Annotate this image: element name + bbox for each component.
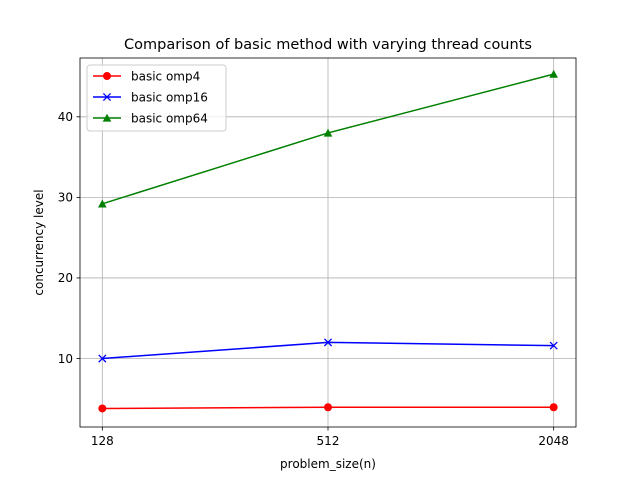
x-tick-label: 512 (317, 434, 340, 448)
legend-item: basic omp16 (93, 90, 208, 104)
data-point (98, 404, 107, 413)
y-tick-label: 10 (58, 352, 73, 366)
legend-item: basic omp64 (93, 111, 208, 125)
legend-marker (103, 72, 111, 80)
series-2 (98, 338, 558, 363)
data-point (549, 403, 558, 412)
data-point (549, 341, 558, 350)
y-axis-ticks: 10 20 30 40 (58, 110, 80, 366)
data-point (98, 354, 107, 363)
x-axis-ticks: 128 512 2048 (91, 427, 569, 448)
y-tick-label: 20 (58, 271, 73, 285)
legend-item: basic omp4 (93, 69, 200, 83)
y-tick-label: 30 (58, 191, 73, 205)
x-tick-label: 128 (91, 434, 114, 448)
data-point (549, 69, 558, 78)
legend-label: basic omp4 (131, 69, 200, 83)
series-3 (98, 69, 558, 208)
y-axis-label: concurrency level (32, 189, 46, 295)
legend-label: basic omp64 (131, 111, 208, 125)
legend-marker (102, 92, 112, 102)
data-point (324, 403, 332, 412)
x-axis-label: problem_size(n) (280, 457, 376, 471)
series-lines (98, 69, 558, 413)
chart-title: Comparison of basic method with varying … (124, 37, 532, 53)
series-1 (98, 403, 558, 413)
data-point (323, 128, 333, 137)
x-tick-label: 2048 (538, 434, 569, 448)
data-point (323, 338, 333, 347)
legend-label: basic omp16 (131, 90, 208, 104)
data-point (98, 199, 107, 208)
y-tick-label: 40 (58, 110, 73, 124)
legend: basic omp4 basic omp16 basic omp64 (86, 64, 227, 132)
legend-marker (102, 113, 112, 122)
legend-items: basic omp4 basic omp16 basic omp64 (93, 69, 208, 125)
legend-frame (86, 64, 227, 132)
